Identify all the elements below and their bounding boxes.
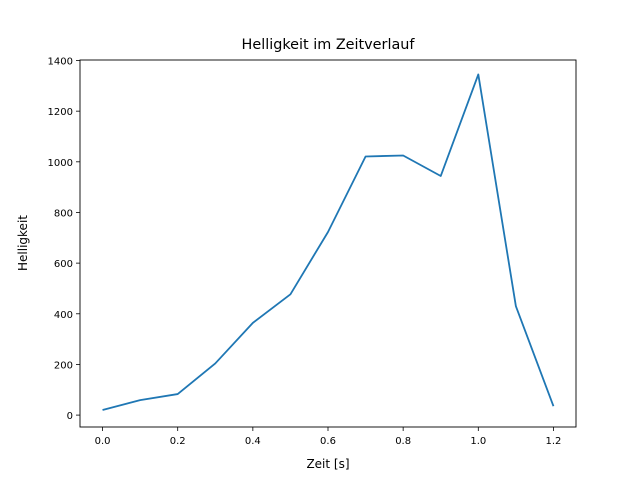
y-tick-label: 0: [67, 411, 73, 422]
y-tick-label: 800: [54, 208, 73, 219]
x-tick-label: 0.2: [170, 436, 186, 447]
x-tick-label: 0.8: [395, 436, 411, 447]
y-tick-label: 1200: [48, 107, 73, 118]
y-tick-label: 200: [54, 360, 73, 371]
y-tick-label: 1400: [48, 57, 73, 68]
series-line-helligkeit: [103, 74, 554, 410]
y-tick-label: 600: [54, 259, 73, 270]
x-tick-label: 0.4: [245, 436, 261, 447]
y-axis-label: Helligkeit: [16, 215, 30, 271]
axes-frame: [80, 60, 576, 427]
x-axis-label: Zeit [s]: [306, 457, 349, 471]
x-tick-label: 1.0: [470, 436, 486, 447]
x-tick-label: 0.6: [320, 436, 336, 447]
y-tick-label: 400: [54, 310, 73, 321]
y-tick-label: 1000: [48, 158, 73, 169]
chart-title: Helligkeit im Zeitverlauf: [242, 37, 416, 53]
x-tick-label: 0.0: [95, 436, 111, 447]
x-tick-label: 1.2: [546, 436, 562, 447]
